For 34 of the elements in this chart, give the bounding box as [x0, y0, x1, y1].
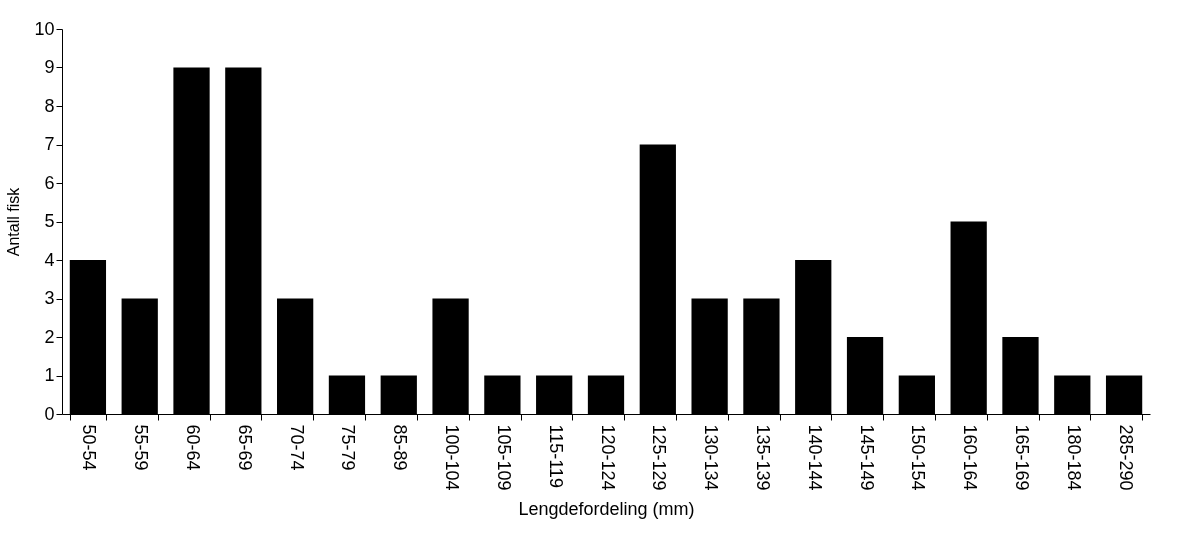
y-tick-label: 3: [44, 288, 55, 308]
y-tick-label: 7: [44, 134, 55, 154]
y-tick-label: 1: [44, 365, 55, 385]
x-tick-label: 150-154: [908, 424, 929, 491]
y-tick-label: 4: [44, 249, 55, 270]
x-tick-label: 75-79: [338, 424, 359, 471]
y-tick-label: 5: [44, 211, 55, 231]
x-tick-label: 160-164: [960, 424, 981, 491]
x-tick-label: 180-184: [1063, 424, 1084, 491]
x-tick-label: 135-139: [752, 424, 773, 491]
x-tick-label: 55-59: [131, 424, 152, 471]
x-tick-label: 65-69: [234, 424, 255, 471]
y-tick-label: 0: [44, 403, 55, 424]
y-tick-label: 6: [44, 172, 55, 193]
y-tick-label: 2: [44, 326, 55, 347]
x-tick-label: 85-89: [390, 424, 411, 471]
x-tick-label: 130-134: [701, 424, 722, 491]
x-axis-title: Lengdefordeling (mm): [518, 498, 695, 519]
x-tick-label: 115-119: [545, 424, 566, 488]
x-tick-label: 140-144: [804, 424, 825, 491]
y-tick-label: 8: [44, 95, 55, 116]
x-tick-label: 120-124: [597, 424, 618, 491]
y-tick-label: 10: [34, 18, 55, 39]
x-tick-label: 125-129: [649, 424, 670, 491]
x-tick-label: 60-64: [183, 424, 204, 471]
x-tick-label: 50-54: [79, 424, 100, 471]
x-tick-label: 70-74: [286, 424, 307, 471]
y-axis-title: Antall fisk: [5, 186, 23, 257]
x-tick-label: 165-169: [1011, 424, 1032, 491]
y-tick-label: 9: [44, 57, 55, 77]
x-tick-label: 285-290: [1115, 424, 1136, 491]
x-tick-label: 145-149: [856, 424, 877, 491]
x-tick-label: 100-104: [442, 424, 463, 491]
x-tick-label: 105-109: [493, 424, 514, 491]
